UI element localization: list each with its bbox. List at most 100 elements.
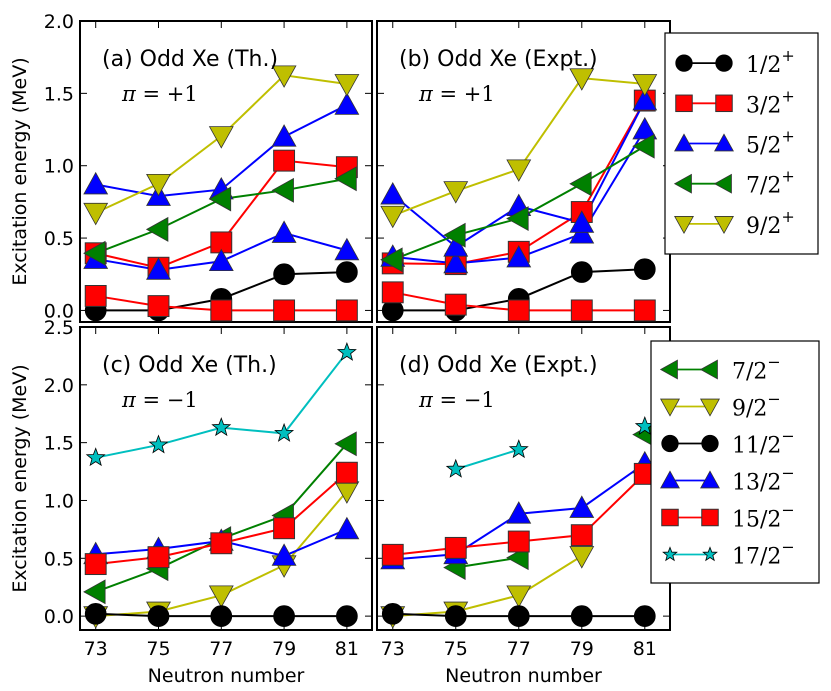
legend-label: 5/2+ xyxy=(746,127,795,159)
legend-label-value: 9/2 xyxy=(732,397,767,422)
data-point xyxy=(633,605,656,627)
legend-marker xyxy=(713,173,732,194)
data-point xyxy=(336,605,358,627)
data-point xyxy=(336,341,357,361)
parity-annotation: π = −1 xyxy=(418,388,495,412)
legend-label-parity: − xyxy=(767,353,780,372)
data-point xyxy=(334,166,357,192)
data-point xyxy=(506,501,532,524)
data-point xyxy=(632,74,658,97)
data-point xyxy=(507,530,530,553)
data-point xyxy=(334,516,360,540)
data-point xyxy=(271,220,297,243)
legend-label-parity: − xyxy=(767,390,780,409)
legend-entry: 9/2− xyxy=(660,390,781,422)
data-point xyxy=(210,532,233,555)
panel-frame xyxy=(79,326,373,631)
x-tick-label: 81 xyxy=(335,638,359,660)
legend-marker xyxy=(674,133,694,152)
plot-area xyxy=(83,65,360,322)
legend-entry: 9/2+ xyxy=(674,207,795,239)
parity-symbol: π xyxy=(418,388,434,412)
legend-label: 7/2+ xyxy=(746,167,795,199)
y-tick-label: 1.0 xyxy=(44,156,74,178)
legend-marker xyxy=(662,546,678,562)
series-markers xyxy=(83,220,360,280)
series-line xyxy=(392,100,646,266)
plot-area xyxy=(380,68,658,322)
legend-marker xyxy=(700,398,720,417)
data-point xyxy=(208,186,232,212)
data-point xyxy=(208,585,234,608)
y-tick-label: 0.5 xyxy=(44,548,74,570)
panel-title: (b) Odd Xe (Expt.) xyxy=(399,47,598,72)
data-point xyxy=(83,240,106,266)
data-point xyxy=(273,517,296,540)
series-line xyxy=(455,556,519,569)
data-point xyxy=(334,74,360,97)
data-point xyxy=(443,181,469,204)
data-point xyxy=(569,546,595,569)
data-point xyxy=(444,293,467,316)
panel-c: 73 75 77 79 81 Neutron number 0.0 0.5 1.0 1.5 2.0 2… xyxy=(9,317,373,687)
data-point xyxy=(85,447,106,467)
data-point xyxy=(570,299,593,322)
data-point xyxy=(633,299,656,322)
legend-entry: 1/2+ xyxy=(675,46,795,78)
series-markers xyxy=(445,415,655,478)
data-point xyxy=(148,434,169,454)
data-point xyxy=(632,133,655,159)
data-point xyxy=(83,579,106,605)
legend-label-parity: − xyxy=(781,427,794,446)
x-axis-label: Neutron number xyxy=(148,665,305,687)
panel-title: (a) Odd Xe (Th.) xyxy=(102,47,278,72)
data-point xyxy=(334,237,360,261)
data-point xyxy=(147,295,170,318)
legend-label-value: 15/2 xyxy=(732,508,781,533)
parity-equals: = xyxy=(136,388,167,412)
data-point xyxy=(271,124,297,147)
legend-marker xyxy=(660,398,680,417)
data-point xyxy=(210,299,233,322)
legend-label: 7/2− xyxy=(732,353,781,385)
series-7-2- xyxy=(95,443,348,593)
y-tick-label: 2.0 xyxy=(44,11,74,33)
legend-label: 13/2− xyxy=(732,464,795,496)
data-point xyxy=(273,263,295,286)
data-point xyxy=(335,299,358,322)
parity-value: +1 xyxy=(167,82,198,106)
series-markers xyxy=(381,281,656,322)
legend-label-value: 5/2 xyxy=(746,134,781,159)
parity-equals: = xyxy=(433,82,464,106)
data-point xyxy=(146,173,171,197)
x-tick-label: 73 xyxy=(84,638,108,660)
legend-marker xyxy=(660,470,680,489)
data-point xyxy=(274,422,295,442)
data-point xyxy=(271,543,297,566)
data-point xyxy=(83,171,109,195)
series-line xyxy=(392,555,583,618)
panel-d: 73 75 77 79 81 Neutron number (d) Odd Xe (Expt… xyxy=(376,326,671,687)
data-point xyxy=(84,285,107,307)
series-markers xyxy=(83,92,360,206)
legend-marker xyxy=(715,54,733,72)
series-markers xyxy=(380,87,658,257)
plot-area xyxy=(83,341,360,629)
legend-entry: 5/2+ xyxy=(674,127,795,159)
series-markers xyxy=(84,285,358,322)
data-point xyxy=(380,205,406,229)
data-point xyxy=(443,234,469,257)
series-7-2- xyxy=(455,556,519,569)
y-tick-label: 1.5 xyxy=(44,433,74,455)
legend-entry: 15/2− xyxy=(661,501,795,533)
legend-label: 3/2+ xyxy=(746,86,795,118)
legend-label-value: 9/2 xyxy=(746,214,781,239)
series-markers xyxy=(83,166,357,266)
panel-a: 0.0 0.5 1.0 1.5 2.0 Excitation energy (MeV) (a… xyxy=(9,11,373,323)
data-point xyxy=(145,216,169,242)
data-point xyxy=(507,299,530,322)
data-point xyxy=(506,585,532,608)
legend-label: 9/2− xyxy=(732,390,781,422)
legend-label-parity: + xyxy=(781,167,794,186)
